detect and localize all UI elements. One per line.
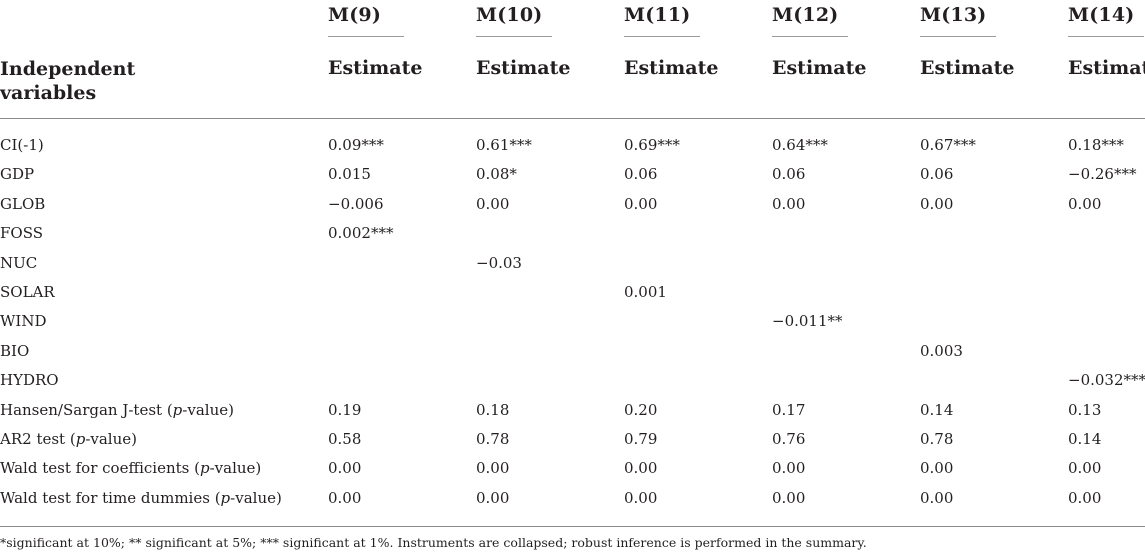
table-cell: 0.00	[624, 195, 658, 213]
label-part: Wald test for time dummies (	[0, 489, 221, 507]
table-cell: 0.00	[920, 195, 954, 213]
table-cell: 0.18***	[1068, 136, 1124, 154]
row-label: WIND	[0, 312, 47, 330]
model-header-m13: M(13)	[920, 4, 987, 26]
estimate-header: Estimate	[328, 57, 423, 79]
italic-p: p	[75, 430, 86, 448]
table-cell: −0.03	[476, 254, 522, 272]
table-cell: 0.78	[920, 430, 954, 448]
table-cell: 0.08*	[476, 165, 517, 183]
table-cell: 0.78	[476, 430, 510, 448]
table-cell: 0.14	[920, 401, 954, 419]
row-label: NUC	[0, 254, 38, 272]
model-underline	[1068, 36, 1144, 37]
bottom-rule	[0, 526, 1145, 527]
estimate-header: Estimate	[476, 57, 571, 79]
table-cell: 0.14	[1068, 430, 1102, 448]
model-header-m11: M(11)	[624, 4, 691, 26]
table-cell: 0.76	[772, 430, 806, 448]
model-header-m12: M(12)	[772, 4, 839, 26]
italic-p: p	[172, 401, 183, 419]
table-cell: 0.64***	[772, 136, 828, 154]
estimate-header: Estimate	[624, 57, 719, 79]
header-rule	[0, 118, 1145, 119]
table-cell: 0.003	[920, 342, 963, 360]
table-cell: 0.00	[624, 459, 658, 477]
table-cell: 0.00	[920, 459, 954, 477]
table-cell: 0.00	[328, 459, 362, 477]
estimate-header: Estimate	[772, 57, 867, 79]
label-part: AR2 test (	[0, 430, 76, 448]
table-cell: 0.13	[1068, 401, 1102, 419]
table-cell: 0.61***	[476, 136, 532, 154]
table-cell: 0.20	[624, 401, 658, 419]
row-label: CI(-1)	[0, 136, 44, 154]
table-cell: 0.00	[772, 195, 806, 213]
estimate-header: Estimate	[920, 57, 1015, 79]
table-cell: −0.26***	[1068, 165, 1137, 183]
table-cell: 0.06	[920, 165, 954, 183]
table-cell: 0.06	[624, 165, 658, 183]
table-cell: −0.006	[328, 195, 384, 213]
table-cell: 0.19	[328, 401, 362, 419]
table-cell: 0.79	[624, 430, 658, 448]
model-header-m10: M(10)	[476, 4, 543, 26]
model-underline	[624, 36, 700, 37]
table-cell: 0.00	[772, 459, 806, 477]
row-label: HYDRO	[0, 371, 59, 389]
model-underline	[920, 36, 996, 37]
stub-header: Independent variables	[0, 57, 220, 105]
table-cell: −0.032***	[1068, 371, 1145, 389]
table-cell: 0.00	[1068, 459, 1102, 477]
label-part: -value)	[209, 459, 262, 477]
table-cell: 0.002***	[328, 224, 394, 242]
table-cell: 0.00	[624, 489, 658, 507]
model-underline	[772, 36, 848, 37]
row-label: GDP	[0, 165, 35, 183]
estimate-header: Estimate	[1068, 57, 1145, 79]
table-cell: 0.00	[920, 489, 954, 507]
stub-header-line: variables	[0, 82, 97, 104]
label-part: -value)	[230, 489, 282, 507]
table-cell: 0.001	[624, 283, 667, 301]
row-label: Wald test for time dummies (p-value)	[0, 489, 282, 507]
table-cell: 0.09***	[328, 136, 384, 154]
table-cell: 0.69***	[624, 136, 680, 154]
table-cell: 0.00	[476, 195, 510, 213]
model-header-m14: M(14)	[1068, 4, 1135, 26]
table-cell: 0.00	[476, 459, 510, 477]
table-cell: 0.06	[772, 165, 806, 183]
label-part: -value)	[85, 430, 137, 448]
model-header-m9: M(9)	[328, 4, 382, 26]
label-part: Hansen/Sargan J-test (	[0, 401, 173, 419]
table-cell: 0.18	[476, 401, 510, 419]
table-cell: 0.00	[1068, 489, 1102, 507]
row-label: GLOB	[0, 195, 46, 213]
row-label: AR2 test (p-value)	[0, 430, 137, 448]
row-label: FOSS	[0, 224, 43, 242]
table-cell: −0.011**	[772, 312, 843, 330]
table-cell: 0.00	[328, 489, 362, 507]
table-cell: 0.17	[772, 401, 806, 419]
stub-header-line: Independent	[0, 58, 136, 80]
label-part: -value)	[182, 401, 234, 419]
italic-p: p	[200, 459, 210, 477]
row-label: Wald test for coefficients (p-value)	[0, 459, 261, 477]
row-label: SOLAR	[0, 283, 55, 301]
table-cell: 0.015	[328, 165, 371, 183]
table-footnote: *significant at 10%; ** significant at 5…	[0, 535, 867, 550]
table-cell: 0.67***	[920, 136, 976, 154]
table-cell: 0.00	[1068, 195, 1102, 213]
label-part: Wald test for coefficients (	[0, 459, 200, 477]
model-underline	[476, 36, 552, 37]
model-underline	[328, 36, 404, 37]
row-label: Hansen/Sargan J-test (p-value)	[0, 401, 234, 419]
italic-p: p	[220, 489, 231, 507]
table-cell: 0.58	[328, 430, 362, 448]
table-cell: 0.00	[476, 489, 510, 507]
table-cell: 0.00	[772, 489, 806, 507]
row-label: BIO	[0, 342, 30, 360]
